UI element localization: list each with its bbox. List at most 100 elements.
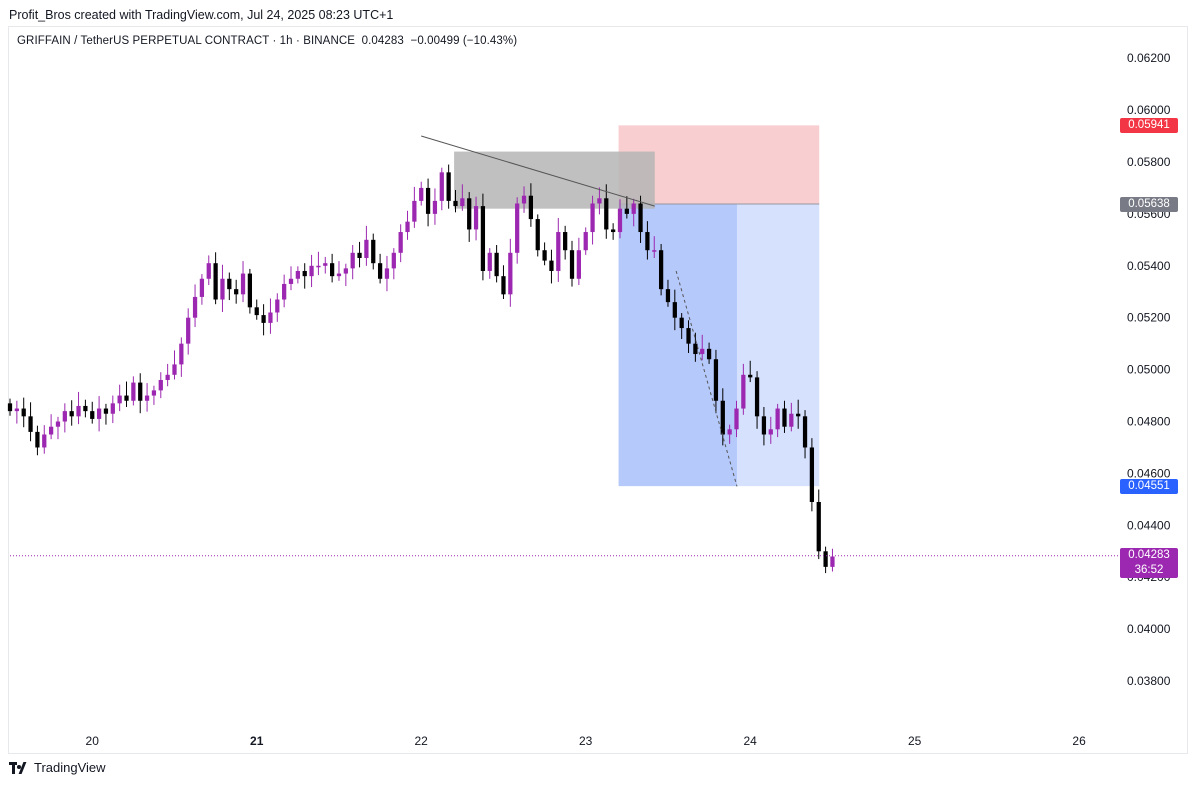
candle — [227, 272, 232, 301]
y-tick-label: 0.04600 — [1127, 466, 1171, 480]
candle-body — [480, 206, 486, 271]
candle-body — [179, 343, 184, 365]
candle — [720, 388, 725, 446]
countdown-timer: 36:52 — [1134, 563, 1164, 576]
candle-body — [419, 187, 424, 201]
target-price-tag: 0.04551 — [1120, 478, 1178, 494]
candle-body — [569, 250, 575, 279]
candle-body — [604, 198, 609, 230]
candle — [700, 334, 705, 361]
candle-body — [124, 395, 129, 401]
overlay-layer — [10, 135, 1118, 557]
candle — [384, 255, 390, 292]
candle-body — [377, 263, 383, 279]
candle — [96, 396, 102, 432]
candle-body — [453, 200, 458, 207]
candle — [775, 403, 780, 438]
candle-body — [611, 229, 616, 233]
entry-price-tag: 0.05638 — [1120, 196, 1178, 212]
candle — [569, 240, 575, 287]
candle — [487, 248, 492, 279]
candle — [816, 489, 821, 560]
symbol-name: GRIFFAIN / TetherUS PERPETUAL CONTRACT ·… — [17, 35, 356, 47]
candle — [597, 187, 602, 215]
candle — [508, 238, 513, 307]
candle — [357, 241, 362, 268]
candle-body — [761, 416, 767, 435]
candle — [151, 385, 157, 405]
candle-body — [549, 260, 554, 271]
candle-body — [768, 429, 773, 435]
last-price-tag: 0.04283 36:52 — [1120, 547, 1178, 578]
candle-body — [508, 252, 513, 295]
candle-body — [405, 221, 410, 233]
candle-body — [515, 203, 520, 253]
candle-body — [501, 276, 506, 295]
candle — [391, 248, 396, 280]
candle — [686, 320, 691, 353]
candle-body — [686, 328, 691, 344]
candle — [748, 360, 753, 383]
candle-body — [14, 408, 19, 412]
candle — [28, 402, 33, 442]
candle — [206, 255, 211, 285]
candle-body — [357, 252, 362, 258]
x-tick-label: 22 — [415, 734, 429, 748]
candle-body — [35, 431, 40, 448]
y-tick-label: 0.06200 — [1127, 51, 1171, 65]
x-tick-label: 20 — [86, 734, 100, 748]
candle — [521, 186, 527, 213]
drawing-layer — [454, 125, 820, 487]
candle-body — [90, 411, 95, 419]
candle-body — [658, 250, 664, 290]
candle — [734, 400, 739, 438]
candle — [14, 400, 19, 424]
candle — [138, 373, 143, 414]
candle — [473, 196, 479, 241]
candle — [501, 265, 506, 300]
candle-body — [83, 405, 88, 412]
chart-frame — [8, 26, 1188, 754]
candle-body — [96, 408, 102, 419]
candle — [42, 425, 47, 454]
candle-body — [371, 239, 376, 264]
candle-body — [158, 379, 163, 391]
footer-brand[interactable]: TradingView — [9, 760, 106, 775]
candle — [124, 381, 129, 407]
candle-body — [103, 408, 109, 414]
candle-body — [350, 252, 355, 269]
candle — [515, 197, 520, 264]
y-tick-label: 0.06000 — [1127, 103, 1171, 117]
candle-body — [398, 232, 403, 253]
candle-body — [234, 289, 239, 295]
candle — [83, 399, 88, 418]
candle-body — [240, 273, 246, 295]
candle — [796, 399, 801, 429]
candle — [631, 198, 636, 227]
x-tick-label: 23 — [579, 734, 593, 748]
candle-body — [446, 172, 451, 201]
candle-body — [425, 187, 431, 214]
candle-body — [467, 198, 472, 230]
y-tick-label: 0.05400 — [1127, 259, 1171, 273]
candle — [186, 308, 191, 355]
candle — [55, 416, 61, 440]
candle-body — [672, 302, 677, 318]
time-axis: 20 21 22 23 24 25 26 — [86, 734, 1087, 748]
candle — [213, 252, 218, 305]
candle-body — [617, 208, 623, 233]
candle — [460, 184, 465, 211]
candle — [247, 268, 253, 314]
candle-body — [316, 265, 321, 268]
candle — [412, 186, 417, 228]
candle-body — [802, 416, 808, 448]
y-tick-label: 0.04800 — [1127, 415, 1171, 429]
candle-body — [69, 411, 74, 417]
candle-body — [734, 408, 739, 430]
candle — [35, 425, 40, 456]
candle-body — [213, 263, 218, 300]
candle — [782, 400, 787, 433]
candle — [117, 384, 122, 412]
candle-body — [727, 429, 732, 435]
